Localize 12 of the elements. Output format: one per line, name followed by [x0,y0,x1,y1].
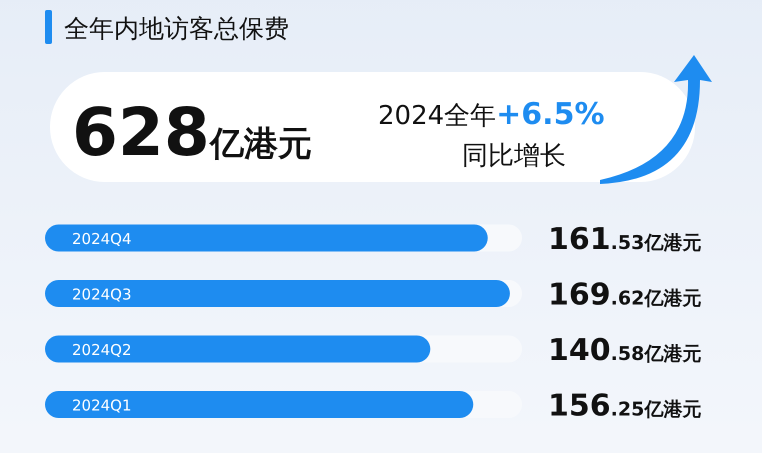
text: 同比增长 [462,141,566,171]
text: 2024全年+6.5% [378,97,605,132]
text: 628亿港元 [72,94,312,171]
data-label: 169.62亿港元 [548,278,702,312]
data-label: 161.53亿港元 [548,222,702,257]
chart-title: 全年内地访客总保费 [64,14,289,43]
y-tick-label: 2024Q4 [72,230,132,248]
data-label: 156.25亿港元 [548,388,702,424]
y-tick-label: 2024Q2 [72,341,132,359]
data-label: 140.58亿港元 [548,333,702,368]
y-tick-label: 2024Q1 [72,396,132,414]
y-tick-label: 2024Q3 [72,286,132,304]
